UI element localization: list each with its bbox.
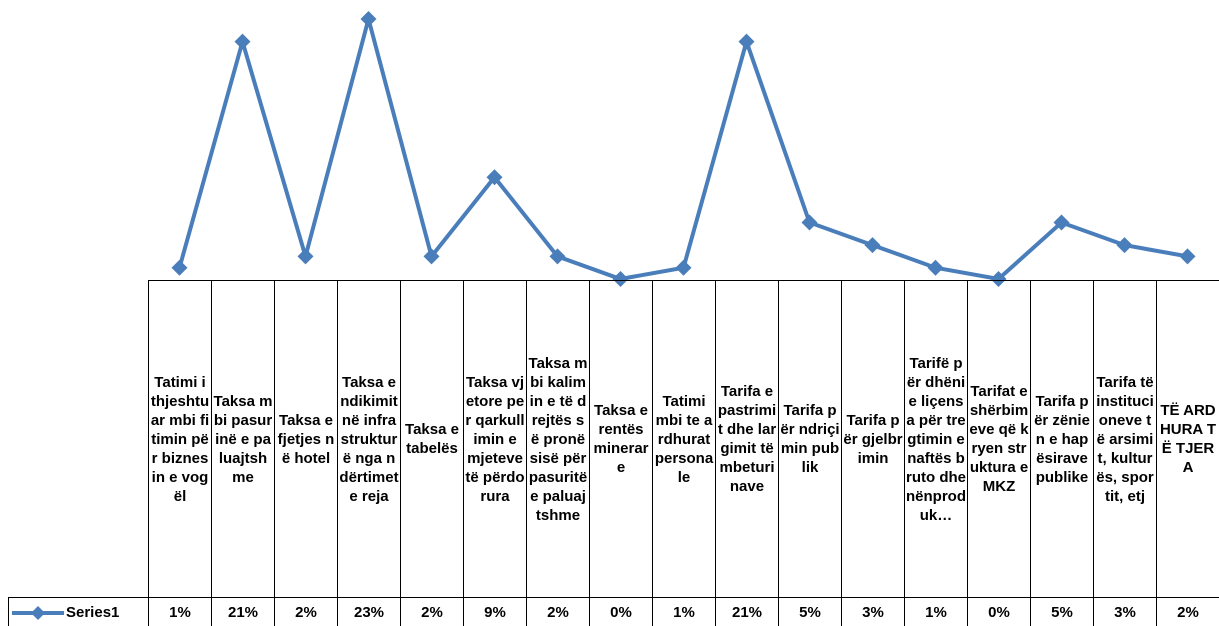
category-cell: Tarifa e pastrimit dhe largimit të mbetu… — [715, 280, 779, 598]
marker — [864, 237, 881, 254]
value-cell: 1% — [148, 597, 212, 626]
value-cell: 23% — [337, 597, 401, 626]
value-cell: 9% — [463, 597, 527, 626]
value-cell: 21% — [715, 597, 779, 626]
category-cell: Tarifë për dhënie liçensa për tregtimin … — [904, 280, 968, 598]
category-cell: Tatimi i thjeshtuar mbi fitimin për bizn… — [148, 280, 212, 598]
marker — [1053, 214, 1070, 231]
value-cell: 1% — [652, 597, 716, 626]
value-cell: 2% — [400, 597, 464, 626]
category-cell: Taksa mbi pasurinë e paluajtshme — [211, 280, 275, 598]
category-cell: Tarifat e shërbimeve që kryen struktura … — [967, 280, 1031, 598]
legend-symbol — [12, 605, 64, 620]
value-cell: 2% — [274, 597, 338, 626]
marker — [675, 259, 692, 276]
category-cell: Tarifa për zënien e hapësirave publike — [1030, 280, 1094, 598]
value-cell: 3% — [841, 597, 905, 626]
value-cell: 0% — [967, 597, 1031, 626]
category-cell: Taksa mbi kalimin e të drejtës së pronës… — [526, 280, 590, 598]
marker — [612, 271, 629, 287]
marker — [990, 271, 1007, 287]
category-cell: Taksa e rentës minerare — [589, 280, 653, 598]
marker — [297, 248, 314, 265]
value-cell: 5% — [1030, 597, 1094, 626]
marker — [927, 259, 944, 276]
marker — [1116, 237, 1133, 254]
marker — [486, 169, 503, 186]
category-cell: Taksa e fjetjes në hotel — [274, 280, 338, 598]
value-cell: 3% — [1093, 597, 1157, 626]
category-cell: Tarifa të institucioneve të arsimit, kul… — [1093, 280, 1157, 598]
value-cell: 1% — [904, 597, 968, 626]
value-cell: 21% — [211, 597, 275, 626]
value-cell: 2% — [526, 597, 590, 626]
category-cell: Taksa e tabelës — [400, 280, 464, 598]
category-cell: Tarifa për ndriçimin publik — [778, 280, 842, 598]
category-cell: TË ARDHURA TË TJERA — [1156, 280, 1219, 598]
category-cell: Tarifa për gjelbrimin — [841, 280, 905, 598]
marker — [360, 11, 377, 27]
legend-label: Series1 — [66, 604, 120, 621]
marker — [171, 259, 188, 276]
marker — [801, 214, 818, 231]
marker — [549, 248, 566, 265]
value-cell: 0% — [589, 597, 653, 626]
legend-cell: Series1 — [8, 597, 149, 626]
value-cell: 5% — [778, 597, 842, 626]
category-cell: Tatimi mbi te ardhurat personale — [652, 280, 716, 598]
value-cell: 2% — [1156, 597, 1219, 626]
marker — [738, 33, 755, 50]
marker — [1179, 248, 1196, 265]
category-cell: Taksa vjetore per qarkullimin e mjeteve … — [463, 280, 527, 598]
marker — [423, 248, 440, 265]
series-line — [177, 11, 1188, 282]
marker — [234, 33, 251, 50]
category-cell: Taksa e ndikimit në infrastrukturë nga n… — [337, 280, 401, 598]
